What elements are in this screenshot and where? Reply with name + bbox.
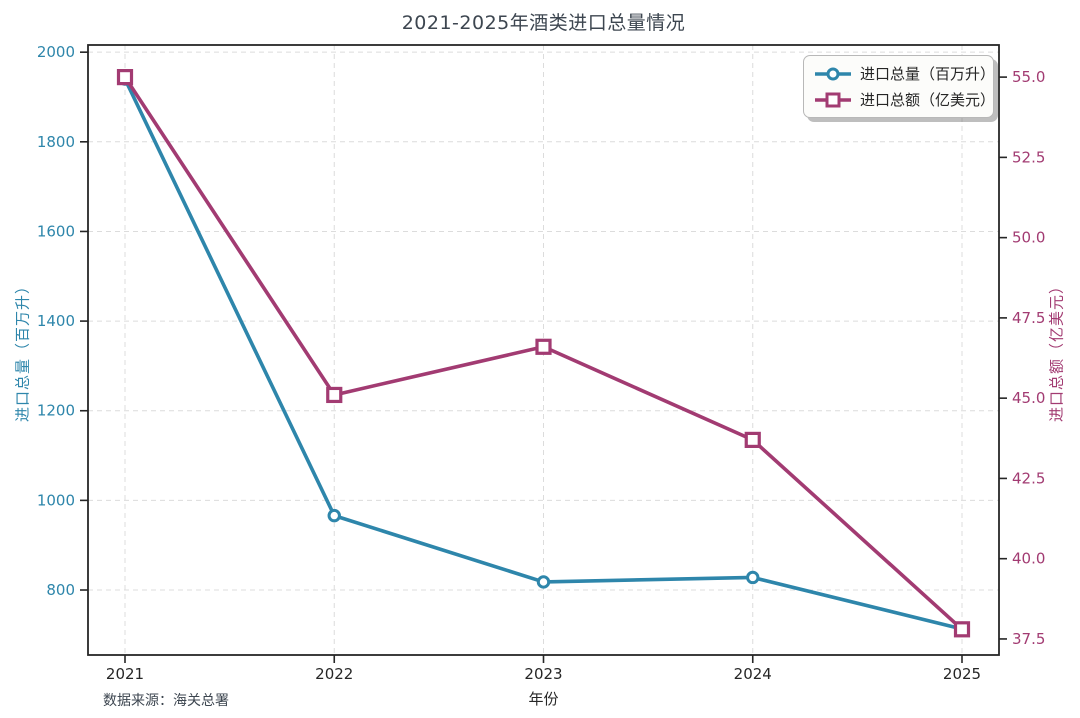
volume-data-point-marker — [327, 508, 341, 523]
legend-item-volume: 进口总量（百万升） — [814, 63, 995, 84]
y-axis-right-label: 进口总额（亿美元） — [1047, 277, 1066, 423]
tick-labels: 2000 1800 1600 1400 1200 1000 800 55.0 52.5 50.0 4… — [37, 43, 1046, 683]
value-data-point-marker — [116, 69, 134, 86]
source-note: 数据来源：海关总署 — [103, 693, 229, 709]
axis-frame-and-ticks — [80, 44, 1007, 663]
right-tick-label: 50.0 — [1012, 229, 1045, 247]
right-tick-label: 52.5 — [1012, 148, 1045, 166]
left-tick-label: 1400 — [37, 312, 75, 330]
legend: 进口总量（百万升） 进口总额（亿美元） — [803, 55, 995, 118]
value-data-point-marker — [953, 621, 971, 638]
right-tick-label: 55.0 — [1012, 68, 1045, 86]
x-tick-label: 2021 — [106, 665, 144, 683]
grid-lines — [88, 45, 999, 655]
volume-data-point-marker — [746, 570, 760, 585]
data-series — [116, 69, 971, 638]
x-tick-label: 2023 — [524, 665, 562, 683]
x-axis-label: 年份 — [528, 690, 559, 708]
x-tick-label: 2025 — [943, 665, 981, 683]
legend-item-label: 进口总量（百万升） — [860, 65, 996, 83]
chart-title: 2021-2025年酒类进口总量情况 — [401, 12, 686, 34]
x-tick-label: 2024 — [734, 665, 772, 683]
right-tick-label: 47.5 — [1012, 309, 1045, 327]
right-tick-label: 37.5 — [1012, 630, 1045, 648]
legend-item-value: 进口总额（亿美元） — [814, 89, 995, 110]
left-tick-label: 1800 — [37, 133, 75, 151]
value-data-point-marker — [744, 431, 761, 448]
left-tick-label: 1000 — [37, 491, 75, 509]
y-axis-left-label: 进口总量（百万升） — [13, 277, 32, 423]
legend-item-label: 进口总额（亿美元） — [860, 91, 996, 109]
left-tick-label: 800 — [46, 581, 75, 599]
value-data-point-marker — [535, 338, 552, 355]
right-tick-label: 42.5 — [1012, 469, 1045, 487]
left-tick-label: 1200 — [37, 402, 75, 420]
left-tick-label: 1600 — [37, 222, 75, 240]
volume-line-circle-icon — [815, 67, 851, 80]
left-tick-label: 2000 — [37, 43, 75, 61]
volume-data-point-marker — [536, 575, 551, 589]
value-data-point-marker — [326, 386, 343, 404]
right-tick-label: 40.0 — [1012, 550, 1045, 568]
right-tick-label: 45.0 — [1012, 389, 1045, 407]
value-line-square-icon — [815, 92, 851, 107]
x-tick-label: 2022 — [315, 665, 353, 683]
